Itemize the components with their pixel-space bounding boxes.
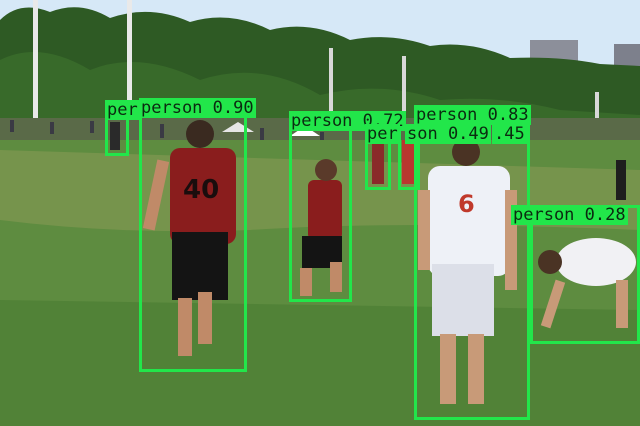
- far-player-2: [372, 140, 384, 184]
- detection-label-4: per: [365, 124, 400, 144]
- light-pole: [329, 48, 333, 138]
- svg-text:6: 6: [458, 190, 475, 218]
- detection-label-8: person 0.28: [511, 205, 628, 225]
- detection-box-2: [139, 98, 247, 372]
- goal-pole-left: [33, 0, 38, 142]
- far-player-1: [110, 122, 120, 150]
- player-40: 40: [142, 120, 236, 356]
- detection-box-6: [414, 106, 530, 420]
- far-player-4: [616, 160, 626, 200]
- detection-label-2: person 0.90: [139, 98, 256, 118]
- detection-label-5: son 0.49: [405, 124, 491, 144]
- detection-label-6: person 0.83: [414, 105, 531, 125]
- detection-box-7: [530, 205, 640, 344]
- detection-box-3: [289, 112, 352, 302]
- detection-label-7: .45: [492, 124, 527, 144]
- light-pole-2: [402, 56, 406, 136]
- player-catching: [300, 159, 342, 296]
- player-crouching: [538, 238, 636, 329]
- svg-text:40: 40: [183, 175, 219, 205]
- far-player-3: [402, 140, 414, 184]
- tent-mid: [290, 126, 320, 136]
- detection-label-1: per: [105, 100, 140, 120]
- goal-pole-right: [127, 0, 132, 140]
